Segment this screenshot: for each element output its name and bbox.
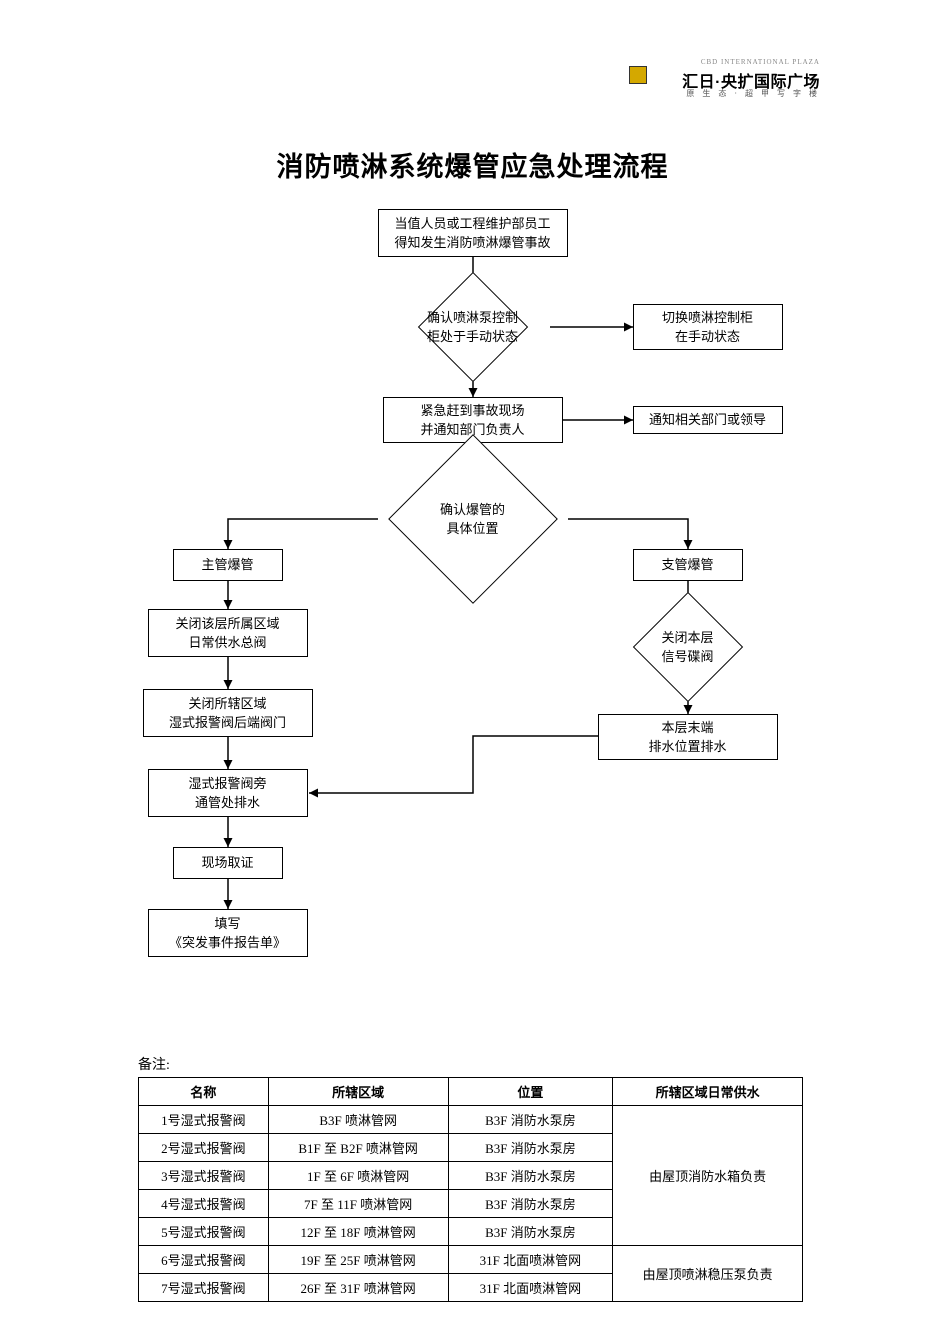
logo-icon	[629, 66, 647, 84]
cell: 6号湿式报警阀	[139, 1246, 269, 1274]
node-text: 关闭本层	[661, 630, 713, 645]
node-switch-cabinet: 切换喷淋控制柜 在手动状态	[633, 304, 783, 350]
node-text: 关闭所辖区域	[188, 694, 266, 714]
cell: B3F 消防水泵房	[448, 1106, 613, 1134]
node-text: 现场取证	[201, 853, 253, 873]
decision-pump-control: 确认喷淋泵控制 柜处于手动状态	[418, 294, 528, 360]
node-close-area-valve: 关闭该层所属区域 日常供水总阀	[148, 609, 308, 657]
col-name: 名称	[139, 1078, 269, 1106]
node-notify-leaders: 通知相关部门或领导	[633, 406, 783, 434]
node-start: 当值人员或工程维护部员工 得知发生消防喷淋爆管事故	[378, 209, 568, 257]
cell: 1号湿式报警阀	[139, 1106, 269, 1134]
cell: 2号湿式报警阀	[139, 1134, 269, 1162]
node-text: 当值人员或工程维护部员工	[394, 214, 550, 234]
cell: 7F 至 11F 喷淋管网	[268, 1190, 448, 1218]
note-label: 备注:	[138, 1054, 825, 1074]
cell-merged-supply-2: 由屋顶喷淋稳压泵负责	[613, 1246, 803, 1302]
cell: 12F 至 18F 喷淋管网	[268, 1218, 448, 1246]
node-text: 通知相关部门或领导	[649, 410, 766, 430]
cell: 19F 至 25F 喷淋管网	[268, 1246, 448, 1274]
cell: B3F 消防水泵房	[448, 1134, 613, 1162]
node-text: 湿式报警阀后端阀门	[169, 713, 286, 733]
cell-merged-supply-1: 由屋顶消防水箱负责	[613, 1106, 803, 1246]
node-branch-pipe: 支管爆管	[633, 549, 743, 581]
node-text: 信号碟阀	[661, 649, 713, 664]
decision-burst-location: 确认爆管的 具体位置	[398, 477, 548, 561]
col-area: 所辖区域	[268, 1078, 448, 1106]
cell: 4号湿式报警阀	[139, 1190, 269, 1218]
col-supply: 所辖区域日常供水	[613, 1078, 803, 1106]
cell: 26F 至 31F 喷淋管网	[268, 1274, 448, 1302]
node-report: 填写 《突发事件报告单》	[148, 909, 308, 957]
node-text: 紧急赶到事故现场	[420, 401, 524, 421]
col-location: 位置	[448, 1078, 613, 1106]
node-text: 确认爆管的	[440, 502, 505, 517]
node-text: 柜处于手动状态	[427, 329, 518, 344]
node-text: 通管处排水	[195, 793, 260, 813]
cell: 31F 北面喷淋管网	[448, 1246, 613, 1274]
node-text: 具体位置	[446, 521, 498, 536]
node-evidence: 现场取证	[173, 847, 283, 879]
table-header-row: 名称 所辖区域 位置 所辖区域日常供水	[139, 1078, 803, 1106]
node-text: 支管爆管	[661, 555, 713, 575]
cell: 7号湿式报警阀	[139, 1274, 269, 1302]
node-text: 确认喷淋泵控制	[427, 310, 518, 325]
cell: B3F 消防水泵房	[448, 1218, 613, 1246]
node-text: 本层末端	[661, 718, 713, 738]
reference-table: 名称 所辖区域 位置 所辖区域日常供水 1号湿式报警阀 B3F 喷淋管网 B3F…	[138, 1077, 803, 1302]
node-main-pipe: 主管爆管	[173, 549, 283, 581]
cell: 3号湿式报警阀	[139, 1162, 269, 1190]
node-text: 切换喷淋控制柜	[662, 308, 753, 328]
node-text: 《突发事件报告单》	[169, 933, 286, 953]
flowchart: 当值人员或工程维护部员工 得知发生消防喷淋爆管事故 确认喷淋泵控制 柜处于手动状…	[123, 209, 823, 1049]
node-text: 湿式报警阀旁	[188, 774, 266, 794]
node-close-alarm-valve: 关闭所辖区域 湿式报警阀后端阀门	[143, 689, 313, 737]
cell: 31F 北面喷淋管网	[448, 1274, 613, 1302]
decision-close-signal-valve: 关闭本层 信号碟阀	[633, 612, 743, 682]
node-text: 排水位置排水	[648, 737, 726, 757]
node-end-drain: 本层末端 排水位置排水	[598, 714, 778, 760]
node-text: 关闭该层所属区域	[175, 614, 279, 634]
node-bypass-drain: 湿式报警阀旁 通管处排水	[148, 769, 308, 817]
node-text: 日常供水总阀	[188, 633, 266, 653]
cell: B3F 消防水泵房	[448, 1190, 613, 1218]
node-text: 填写	[214, 914, 240, 934]
node-text: 在手动状态	[675, 327, 740, 347]
logo-top-text: CBD INTERNATIONAL PLAZA	[701, 58, 820, 66]
page-title: 消防喷淋系统爆管应急处理流程	[120, 145, 825, 184]
table-row: 1号湿式报警阀 B3F 喷淋管网 B3F 消防水泵房 由屋顶消防水箱负责	[139, 1106, 803, 1134]
cell: B3F 喷淋管网	[268, 1106, 448, 1134]
cell: B3F 消防水泵房	[448, 1162, 613, 1190]
cell: 5号湿式报警阀	[139, 1218, 269, 1246]
cell: B1F 至 B2F 喷淋管网	[268, 1134, 448, 1162]
table-row: 6号湿式报警阀 19F 至 25F 喷淋管网 31F 北面喷淋管网 由屋顶喷淋稳…	[139, 1246, 803, 1274]
node-text: 得知发生消防喷淋爆管事故	[394, 233, 550, 253]
node-text: 主管爆管	[201, 555, 253, 575]
cell: 1F 至 6F 喷淋管网	[268, 1162, 448, 1190]
logo-sub: 原 生 态 · 超 甲 写 字 楼	[686, 88, 820, 99]
